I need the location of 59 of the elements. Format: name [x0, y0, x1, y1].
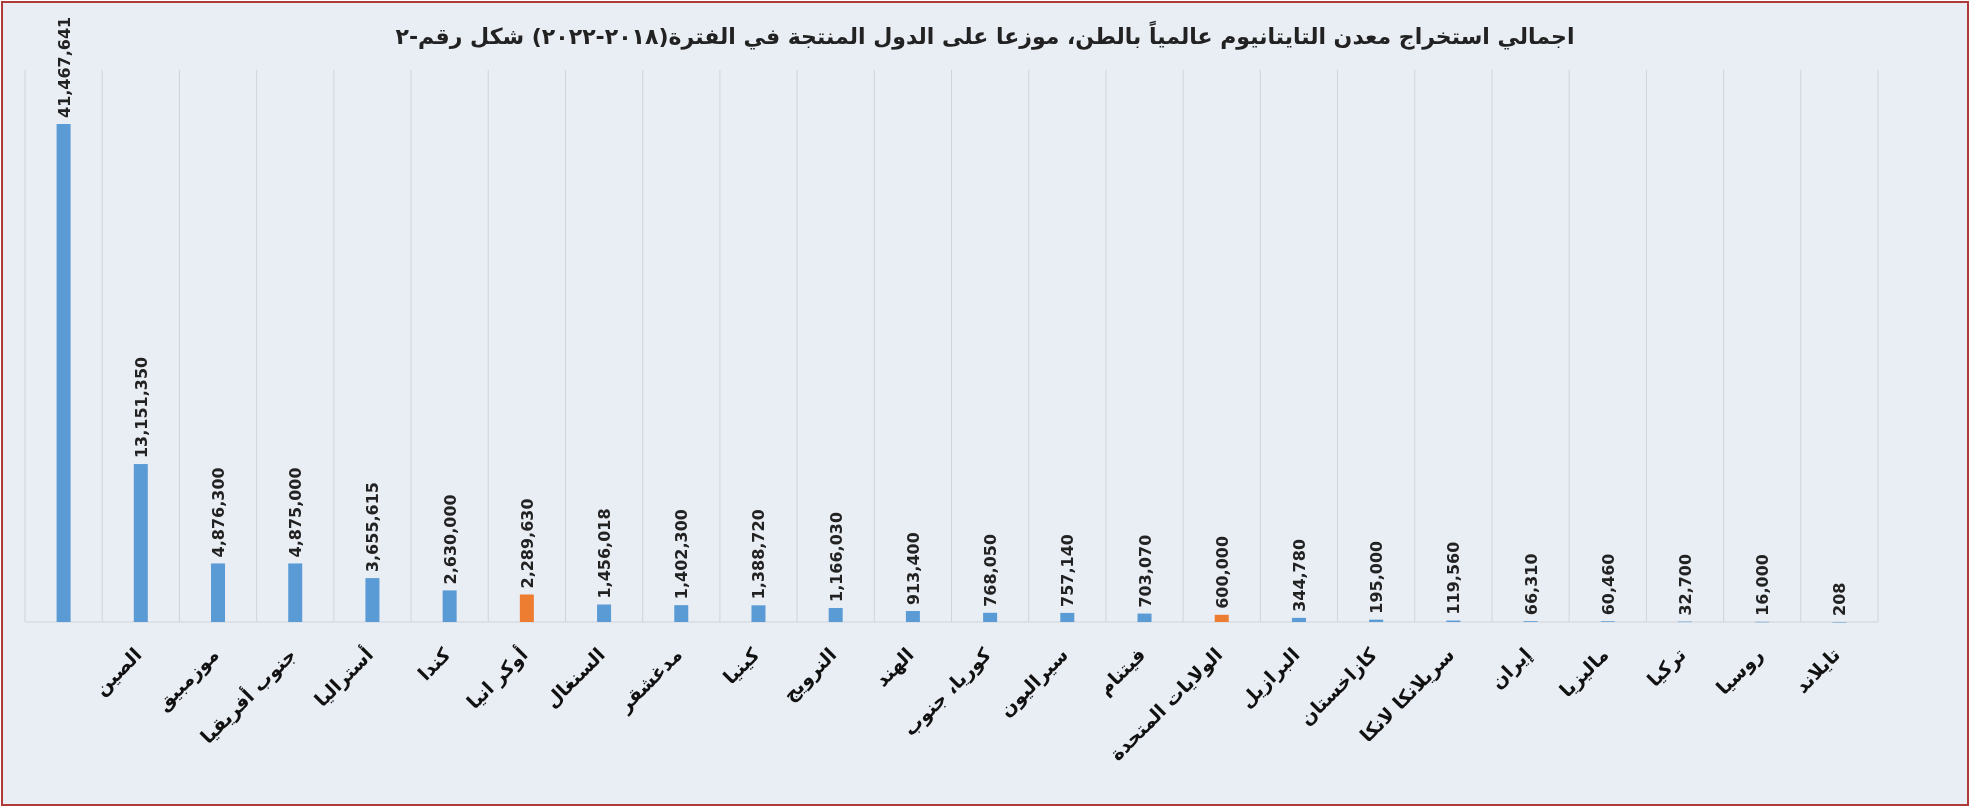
- data-label: 208: [1830, 582, 1850, 616]
- data-label: 4,875,000: [286, 467, 306, 558]
- x-tick-label: فيتنام: [1093, 643, 1151, 700]
- bar: [211, 563, 226, 622]
- x-tick-label: البرازيل: [1235, 643, 1305, 713]
- data-label: 32,700: [1675, 553, 1695, 616]
- data-label: 119,560: [1444, 541, 1464, 615]
- data-label: 1,402,300: [672, 509, 692, 600]
- data-label: 41,467,641: [54, 16, 74, 118]
- bar: [133, 464, 148, 622]
- x-tick-label: تركيا: [1642, 643, 1691, 692]
- bar: [828, 608, 843, 622]
- data-label: 1,166,030: [826, 511, 846, 602]
- data-label: 60,460: [1598, 553, 1618, 616]
- data-label: 195,000: [1367, 540, 1387, 614]
- data-label: 703,070: [1135, 534, 1155, 608]
- data-label: 1,456,018: [595, 508, 615, 599]
- bar: [1291, 617, 1306, 622]
- bar: [597, 604, 612, 622]
- data-label: 600,000: [1212, 535, 1232, 609]
- bar: [674, 605, 689, 622]
- data-label: 4,876,300: [209, 467, 229, 558]
- bar: [1060, 612, 1075, 622]
- x-tick-label: النرويج: [778, 643, 842, 707]
- x-tick-label: إيران: [1485, 643, 1537, 694]
- data-label: 913,400: [903, 532, 923, 606]
- x-tick-label: السنغال: [540, 643, 609, 712]
- data-label: 3,655,615: [363, 482, 383, 573]
- x-tick-label: أستراليا: [309, 642, 378, 712]
- data-label: 757,140: [1058, 534, 1078, 607]
- bar: [288, 563, 303, 622]
- bar: [1214, 614, 1229, 622]
- data-label: 16,000: [1753, 554, 1773, 616]
- bar: [1137, 613, 1152, 622]
- x-tick-label: كندا: [413, 642, 456, 685]
- x-tick-label: أوكر انيا: [461, 642, 533, 714]
- bar: [56, 124, 71, 622]
- data-label: 344,780: [1289, 538, 1309, 612]
- x-tick-label: تايلاند: [1790, 643, 1845, 697]
- bar: [519, 594, 534, 622]
- bar: [983, 612, 998, 622]
- bar: [365, 578, 380, 622]
- bar: [442, 590, 457, 622]
- x-tick-label: روسيا: [1711, 643, 1768, 700]
- data-label: 1,388,720: [749, 509, 769, 600]
- x-tick-label: سيراليون: [994, 643, 1073, 722]
- data-label: 2,630,000: [440, 494, 460, 585]
- x-tick-label: ماليزيا: [1554, 643, 1614, 702]
- data-label: 13,151,350: [131, 356, 151, 459]
- data-label: 768,050: [981, 533, 1001, 607]
- bar: [751, 605, 766, 622]
- x-tick-label: الهند: [870, 643, 919, 692]
- data-label: 2,289,630: [517, 498, 537, 589]
- x-tick-label: مدغشقر: [612, 643, 687, 718]
- x-tick-label: كينيا: [718, 642, 764, 689]
- data-label: 66,310: [1521, 553, 1541, 616]
- bar: [905, 611, 920, 622]
- chart-title: اجمالي استخراج معدن التايتانيوم عالمياً بالطن، موزعا على الدول المنتجة في الفترة(٢٠١٨-٢٠٢٢) شكل رقم-٢: [395, 20, 1575, 50]
- x-tick-label: الصين: [89, 643, 147, 701]
